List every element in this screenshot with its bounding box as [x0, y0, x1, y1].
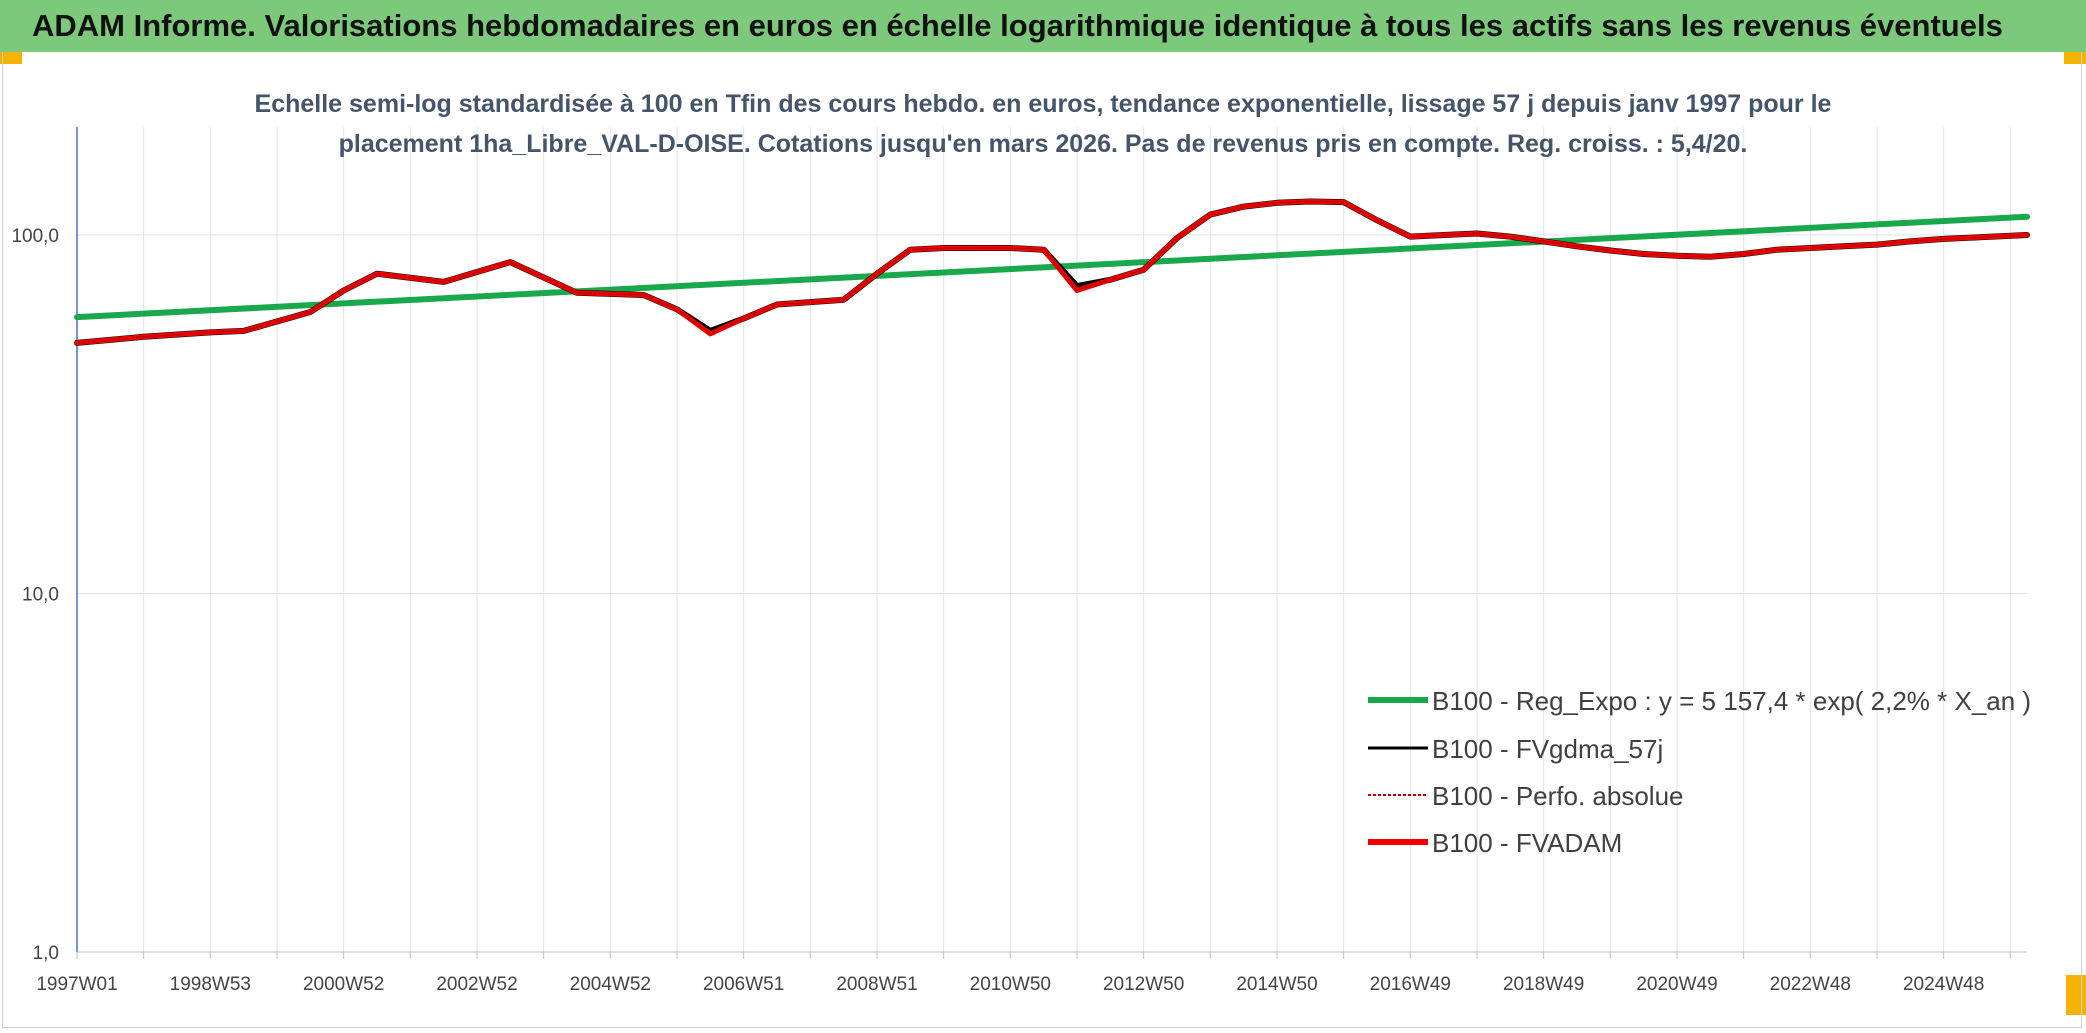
x-tick-label: 2014W50 [1236, 974, 1317, 995]
legend-label-trend: B100 - Reg_Expo : y = 5 157,4 * exp( 2,2… [1432, 686, 2031, 716]
chart-frame [2, 52, 2082, 1028]
x-tick-label: 1997W01 [36, 974, 117, 995]
gridlines [77, 127, 2027, 953]
x-tick-label: 1998W53 [170, 974, 251, 995]
series-line-trend [74, 213, 2030, 321]
series-line-gdma [74, 198, 2030, 346]
corner-marker-left [0, 52, 22, 64]
axes: 1,0 10,0 100,0 1997W01 1998W53 2000W52 2002W52… [11, 127, 2027, 995]
series-line-perf [76, 200, 2028, 344]
chart-title-line-2: placement 1ha_Libre_VAL-D-OISE. Cotation… [339, 130, 1748, 158]
header-banner: ADAM Informe. Valorisations hebdomadaire… [0, 0, 2086, 52]
x-tick-label: 2008W51 [836, 974, 917, 995]
x-tick-label: 2022W48 [1770, 974, 1851, 995]
series-line-adam [74, 199, 2030, 346]
x-tick-label: 2010W50 [970, 974, 1051, 995]
x-tick-label: 2024W48 [1903, 974, 1984, 995]
legend-label-gdma: B100 - FVgdma_57j [1432, 734, 1663, 764]
series-group [74, 198, 2030, 346]
x-tick-label: 2006W51 [703, 974, 784, 995]
x-tick-label: 2016W49 [1370, 974, 1451, 995]
chart-title-line-1: Echelle semi-log standardisée à 100 en T… [255, 90, 1832, 118]
page-title: ADAM Informe. Valorisations hebdomadaire… [32, 8, 2003, 43]
y-tick-label: 1,0 [33, 943, 59, 964]
y-tick-label: 100,0 [11, 226, 59, 247]
y-tick-label: 10,0 [22, 585, 59, 606]
x-tick-label: 2002W52 [436, 974, 517, 995]
x-tick-label: 2018W49 [1503, 974, 1584, 995]
x-tick-label: 2004W52 [570, 974, 651, 995]
x-tick-label: 2020W49 [1636, 974, 1717, 995]
legend-label-adam: B100 - FVADAM [1432, 828, 1622, 858]
x-tick-label: 2000W52 [303, 974, 384, 995]
legend: B100 - Reg_Expo : y = 5 157,4 * exp( 2,2… [1368, 686, 2031, 858]
x-tick-label: 2012W50 [1103, 974, 1184, 995]
legend-label-perf: B100 - Perfo. absolue [1432, 781, 1684, 811]
corner-marker-right [2064, 52, 2086, 64]
